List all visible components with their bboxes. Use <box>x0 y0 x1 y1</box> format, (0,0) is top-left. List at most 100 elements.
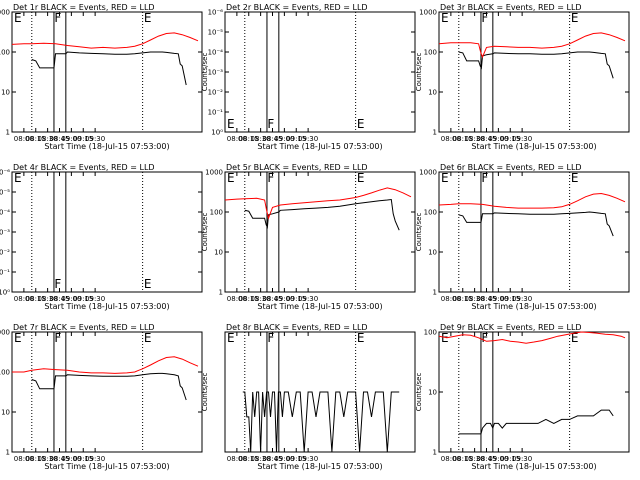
plot-frame <box>11 331 203 453</box>
panel-title: Det 6r BLACK = Events, RED = LLD <box>440 163 582 172</box>
x-tick-label: 08:15 <box>453 295 473 303</box>
x-tick-label: 08:45 <box>476 135 496 143</box>
y-tick-label: 10⁻³ <box>208 69 224 77</box>
lld-series-line <box>12 356 199 374</box>
x-tick-label: 08:15 <box>453 455 473 463</box>
x-axis-label: Start Time (18-Jul-15 07:53:00) <box>257 302 382 311</box>
lld-series-line <box>438 32 626 59</box>
y-tick-label: 100 <box>0 49 10 57</box>
y-tick-label: 10⁻⁵ <box>0 189 10 197</box>
event-marker-e: E <box>14 11 22 25</box>
x-tick-label: 09:00 <box>61 295 81 303</box>
y-axis-label: Counts/sec <box>415 53 423 92</box>
y-tick-label: 10 <box>428 389 437 397</box>
y-axis-label: Counts/sec <box>415 213 423 252</box>
x-tick-label: 09:30 <box>85 455 105 463</box>
y-tick-label: 10 <box>1 409 10 417</box>
x-tick-label: 09:15 <box>73 295 93 303</box>
panel-det-2r: Det 2r BLACK = Events, RED = LLD 10⁰ 10⁻¹ 1… <box>201 3 416 151</box>
y-tick-label: 10⁻⁶ <box>208 9 224 17</box>
x-tick-label: 09:30 <box>298 295 318 303</box>
panel-title: Det 2r BLACK = Events, RED = LLD <box>226 3 368 12</box>
lld-series-line <box>438 192 626 209</box>
x-tick-label: 08:30 <box>251 295 271 303</box>
x-tick-label: 08:15 <box>239 455 259 463</box>
event-marker-e: E <box>144 277 152 291</box>
x-tick-label: 08:15 <box>26 295 46 303</box>
x-tick-label: 09:15 <box>286 135 306 143</box>
events-series-line <box>31 372 187 401</box>
event-marker-e: E <box>571 11 579 25</box>
x-tick-label: 08:45 <box>49 135 69 143</box>
event-marker-e: E <box>227 117 235 131</box>
x-axis-label: Start Time (18-Jul-15 07:53:00) <box>471 462 596 471</box>
event-marker-f: F <box>481 331 488 345</box>
events-series-line <box>31 51 187 86</box>
y-tick-label: 100 <box>424 209 437 217</box>
x-tick-label: 09:00 <box>488 135 508 143</box>
y-tick-label: 10⁰ <box>211 129 223 137</box>
y-tick-label: 10 <box>428 89 437 97</box>
event-marker-f: F <box>267 331 274 345</box>
event-marker-e: E <box>441 11 449 25</box>
x-axis-label: Start Time (18-Jul-15 07:53:00) <box>257 142 382 151</box>
x-tick-label: 08:45 <box>49 295 69 303</box>
plot-frame <box>11 11 203 133</box>
x-axis-label: Start Time (18-Jul-15 07:53:00) <box>44 462 169 471</box>
y-tick-label: 10 <box>214 249 223 257</box>
x-tick-label: 08:30 <box>465 455 485 463</box>
y-tick-label: 1 <box>6 129 10 137</box>
event-marker-f: F <box>481 171 488 185</box>
y-tick-label: 10⁻³ <box>0 229 10 237</box>
x-tick-label: 08:15 <box>453 135 473 143</box>
x-tick-label: 09:30 <box>85 295 105 303</box>
panel-title: Det 4r BLACK = Events, RED = LLD <box>13 163 155 172</box>
x-tick-label: 09:00 <box>488 295 508 303</box>
x-axis-label: Start Time (18-Jul-15 07:53:00) <box>471 302 596 311</box>
x-tick-label: 08:00 <box>441 295 461 303</box>
y-tick-label: 100 <box>0 369 10 377</box>
x-tick-label: 09:00 <box>61 455 81 463</box>
panel-title: Det 9r BLACK = Events, RED = LLD <box>440 323 582 332</box>
x-tick-label: 08:45 <box>476 455 496 463</box>
event-marker-e: E <box>357 331 365 345</box>
x-axis-label: Start Time (18-Jul-15 07:53:00) <box>471 142 596 151</box>
event-marker-e: E <box>571 331 579 345</box>
panel-title: Det 8r BLACK = Events, RED = LLD <box>226 323 368 332</box>
x-tick-label: 09:30 <box>512 295 532 303</box>
panel-title: Det 3r BLACK = Events, RED = LLD <box>440 3 582 12</box>
plot-frame <box>224 11 416 133</box>
x-tick-label: 08:00 <box>14 135 34 143</box>
x-tick-label: 09:30 <box>298 135 318 143</box>
x-tick-label: 09:30 <box>512 455 532 463</box>
x-tick-label: 09:30 <box>85 135 105 143</box>
x-tick-label: 09:00 <box>488 455 508 463</box>
x-tick-label: 09:00 <box>61 135 81 143</box>
plot-frame <box>224 171 416 293</box>
y-tick-label: 100 <box>424 49 437 57</box>
panel-det-5r: Det 5r BLACK = Events, RED = LLD 1 10 100 10… <box>201 163 416 311</box>
y-axis-label: Counts/sec <box>201 53 209 92</box>
x-tick-label: 08:00 <box>227 455 247 463</box>
x-tick-label: 08:15 <box>239 295 259 303</box>
panel-det-6r: Det 6r BLACK = Events, RED = LLD 1 10 100 10… <box>415 163 630 311</box>
event-marker-f: F <box>267 117 274 131</box>
x-tick-label: 09:00 <box>274 455 294 463</box>
x-tick-label: 08:45 <box>49 455 69 463</box>
events-series-line <box>458 211 614 237</box>
x-axis-label: Start Time (18-Jul-15 07:53:00) <box>44 142 169 151</box>
y-tick-label: 1 <box>433 449 437 457</box>
event-marker-e: E <box>14 171 22 185</box>
y-tick-label: 10⁻⁶ <box>0 169 10 177</box>
event-marker-e: E <box>144 331 152 345</box>
x-tick-label: 08:00 <box>227 135 247 143</box>
event-marker-e: E <box>227 171 235 185</box>
x-tick-label: 08:30 <box>38 455 58 463</box>
y-tick-label: 10⁻⁴ <box>208 49 224 57</box>
y-tick-label: 10⁻¹ <box>0 269 10 277</box>
x-tick-label: 08:15 <box>26 135 46 143</box>
plot-frame <box>11 171 203 293</box>
plot-frame <box>438 11 630 133</box>
x-tick-label: 09:30 <box>512 135 532 143</box>
